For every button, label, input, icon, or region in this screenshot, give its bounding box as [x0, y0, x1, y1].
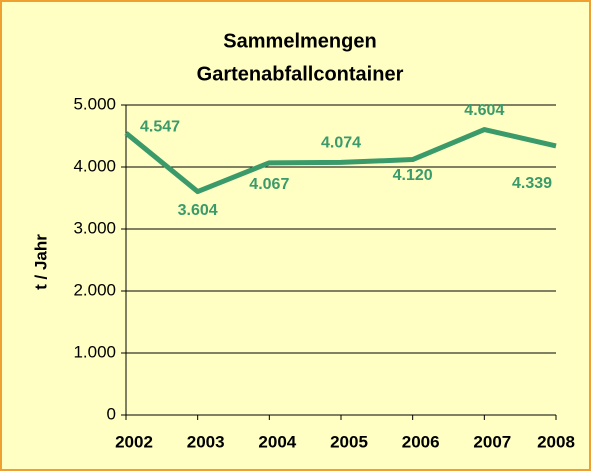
y-tick-label: 1.000 — [73, 342, 116, 361]
x-tick-label: 2005 — [330, 432, 368, 451]
data-label: 4.547 — [140, 118, 180, 135]
data-label: 4.604 — [464, 102, 504, 119]
data-label: 4.067 — [249, 176, 289, 193]
x-tick-label: 2002 — [115, 432, 153, 451]
line-series — [124, 127, 557, 195]
data-label: 3.604 — [178, 202, 218, 219]
x-tick-label: 2006 — [402, 432, 440, 451]
x-tick-label: 2007 — [473, 432, 511, 451]
chart-title: Sammelmengen — [223, 30, 376, 52]
y-axis-label: t / Jahr — [31, 234, 50, 290]
data-label: 4.074 — [321, 135, 361, 152]
x-tick-label: 2004 — [258, 432, 296, 451]
data-label: 4.120 — [393, 167, 433, 184]
y-tick-label: 0 — [107, 404, 116, 423]
y-tick-label: 2.000 — [73, 280, 116, 299]
x-tick-label: 2008 — [537, 432, 575, 451]
chart-title: Gartenabfallcontainer — [197, 63, 404, 85]
x-tick-label: 2003 — [187, 432, 225, 451]
y-tick-label: 3.000 — [73, 218, 116, 237]
y-tick-label: 5.000 — [73, 94, 116, 113]
y-tick-label: 4.000 — [73, 156, 116, 175]
data-label: 4.339 — [512, 175, 552, 192]
